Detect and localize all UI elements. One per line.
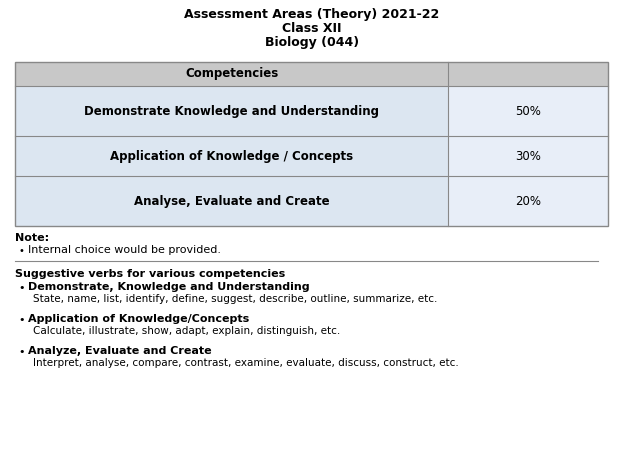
Bar xyxy=(15,86,448,136)
Bar xyxy=(15,176,448,226)
Bar xyxy=(448,86,608,136)
Text: Demonstrate, Knowledge and Understanding: Demonstrate, Knowledge and Understanding xyxy=(28,282,310,292)
Text: •: • xyxy=(18,283,24,293)
Text: Application of Knowledge/Concepts: Application of Knowledge/Concepts xyxy=(28,314,249,324)
Text: •: • xyxy=(18,315,24,325)
Text: Assessment Areas (Theory) 2021-22: Assessment Areas (Theory) 2021-22 xyxy=(184,8,440,21)
Text: Competencies: Competencies xyxy=(185,67,278,81)
Text: Class XII: Class XII xyxy=(282,22,342,35)
Bar xyxy=(15,62,608,86)
Text: Calculate, illustrate, show, adapt, explain, distinguish, etc.: Calculate, illustrate, show, adapt, expl… xyxy=(33,326,340,336)
Bar xyxy=(448,136,608,176)
Text: Internal choice would be provided.: Internal choice would be provided. xyxy=(28,245,221,255)
Text: Biology (044): Biology (044) xyxy=(265,36,359,49)
Text: 20%: 20% xyxy=(515,195,541,207)
Text: State, name, list, identify, define, suggest, describe, outline, summarize, etc.: State, name, list, identify, define, sug… xyxy=(33,294,437,304)
Text: Analyze, Evaluate and Create: Analyze, Evaluate and Create xyxy=(28,346,212,356)
Bar xyxy=(15,62,608,226)
Text: Analyse, Evaluate and Create: Analyse, Evaluate and Create xyxy=(134,195,329,207)
Bar xyxy=(448,176,608,226)
Text: •: • xyxy=(18,347,24,357)
Text: •: • xyxy=(18,246,24,256)
Text: Demonstrate Knowledge and Understanding: Demonstrate Knowledge and Understanding xyxy=(84,105,379,118)
Text: 50%: 50% xyxy=(515,105,541,118)
Bar xyxy=(15,136,448,176)
Text: Application of Knowledge / Concepts: Application of Knowledge / Concepts xyxy=(110,149,353,162)
Text: 30%: 30% xyxy=(515,149,541,162)
Text: Interpret, analyse, compare, contrast, examine, evaluate, discuss, construct, et: Interpret, analyse, compare, contrast, e… xyxy=(33,358,459,368)
Text: Note:: Note: xyxy=(15,233,49,243)
Text: Suggestive verbs for various competencies: Suggestive verbs for various competencie… xyxy=(15,269,285,279)
